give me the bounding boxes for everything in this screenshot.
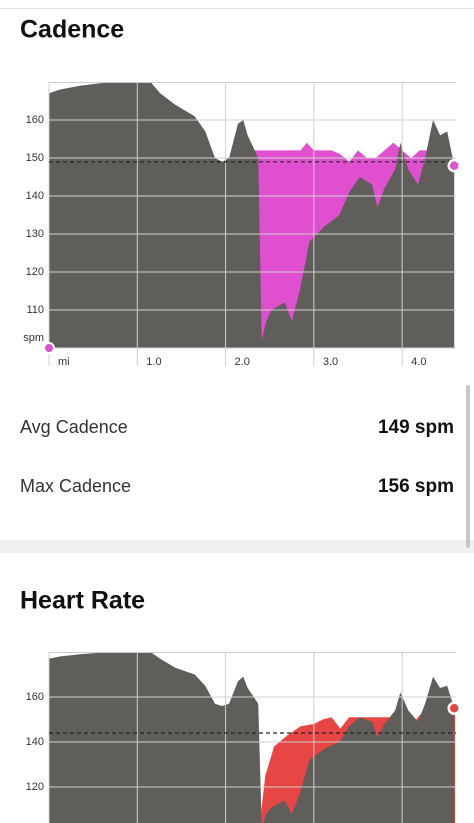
section-title: Heart Rate bbox=[20, 587, 145, 615]
y-tick-label: 120 bbox=[26, 781, 44, 793]
stat-value: 156 spm bbox=[378, 476, 454, 497]
end-marker bbox=[447, 158, 461, 173]
stat-value: 149 spm bbox=[378, 417, 454, 438]
area bbox=[49, 82, 455, 348]
y-tick-label: 140 bbox=[26, 190, 44, 202]
scrollbar bbox=[466, 385, 470, 548]
x-tick-label: 2.0 bbox=[235, 356, 250, 368]
y-tick-label: 160 bbox=[26, 691, 44, 703]
y-tick-label: 110 bbox=[26, 304, 44, 316]
y-tick-label: 150 bbox=[26, 152, 44, 164]
x-tick-label: 3.0 bbox=[323, 356, 338, 368]
y-tick-label: 140 bbox=[26, 736, 44, 748]
section-separator bbox=[0, 540, 474, 553]
stat-label: Avg Cadence bbox=[20, 417, 128, 437]
section-title: Cadence bbox=[20, 16, 124, 44]
x-tick-label: 1.0 bbox=[146, 356, 161, 368]
plot bbox=[49, 652, 456, 823]
plot bbox=[49, 82, 455, 348]
y-tick-label: 160 bbox=[26, 114, 44, 126]
start-marker bbox=[43, 342, 55, 354]
y-tick-label: 120 bbox=[26, 266, 44, 278]
end-marker bbox=[447, 701, 461, 715]
x-tick-label: 4.0 bbox=[411, 356, 426, 368]
y-tick-label: 130 bbox=[26, 228, 44, 240]
area bbox=[49, 652, 455, 823]
x-tick-label: mi bbox=[58, 356, 70, 368]
y-tick-label: spm bbox=[23, 332, 44, 344]
stat-label: Max Cadence bbox=[20, 476, 131, 496]
